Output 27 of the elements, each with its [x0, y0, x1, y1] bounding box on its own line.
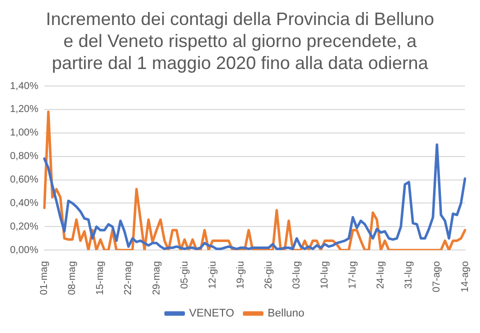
- x-tick-label: 22-mag: [123, 261, 134, 295]
- x-tick-label: 24-lug: [376, 261, 387, 289]
- x-tick-label: 07-ago: [432, 260, 443, 292]
- y-tick-label: 0,60%: [10, 174, 38, 186]
- y-tick-label: 0,20%: [10, 221, 38, 232]
- y-tick-label: 0,80%: [10, 151, 38, 162]
- x-tick-label: 03-lug: [291, 261, 302, 289]
- x-tick-label: 01-mag: [39, 261, 50, 295]
- chart-title: Incremento dei contagi della Provincia di Belluno e del Veneto rispetto al giorno precendete, a partire dal 1 maggio 2020 fino alla data odierna: [44, 8, 436, 74]
- x-tick-label: 29-mag: [151, 261, 162, 295]
- y-tick-label: 1,40%: [10, 80, 38, 92]
- x-tick-label: 31-lug: [404, 261, 415, 289]
- y-tick-label: 1,00%: [10, 128, 38, 139]
- x-tick-label: 15-mag: [95, 261, 106, 295]
- x-tick-label: 08-mag: [67, 261, 78, 295]
- legend-label: VENETO: [189, 308, 235, 320]
- legend-label: Belluno: [268, 308, 304, 320]
- x-tick-label: 10-lug: [320, 261, 331, 289]
- x-tick-label: 26-giu: [263, 261, 274, 289]
- x-tick-label: 14-ago: [460, 260, 471, 292]
- y-tick-label: 1,20%: [10, 104, 38, 116]
- x-tick-label: 19-giu: [235, 261, 246, 289]
- y-tick-label: 0,40%: [10, 198, 38, 209]
- x-tick-label: 05-giu: [179, 261, 190, 289]
- x-tick-label: 17-lug: [348, 261, 359, 289]
- x-tick-label: 12-giu: [207, 261, 218, 289]
- y-tick-label: 0,00%: [10, 244, 38, 256]
